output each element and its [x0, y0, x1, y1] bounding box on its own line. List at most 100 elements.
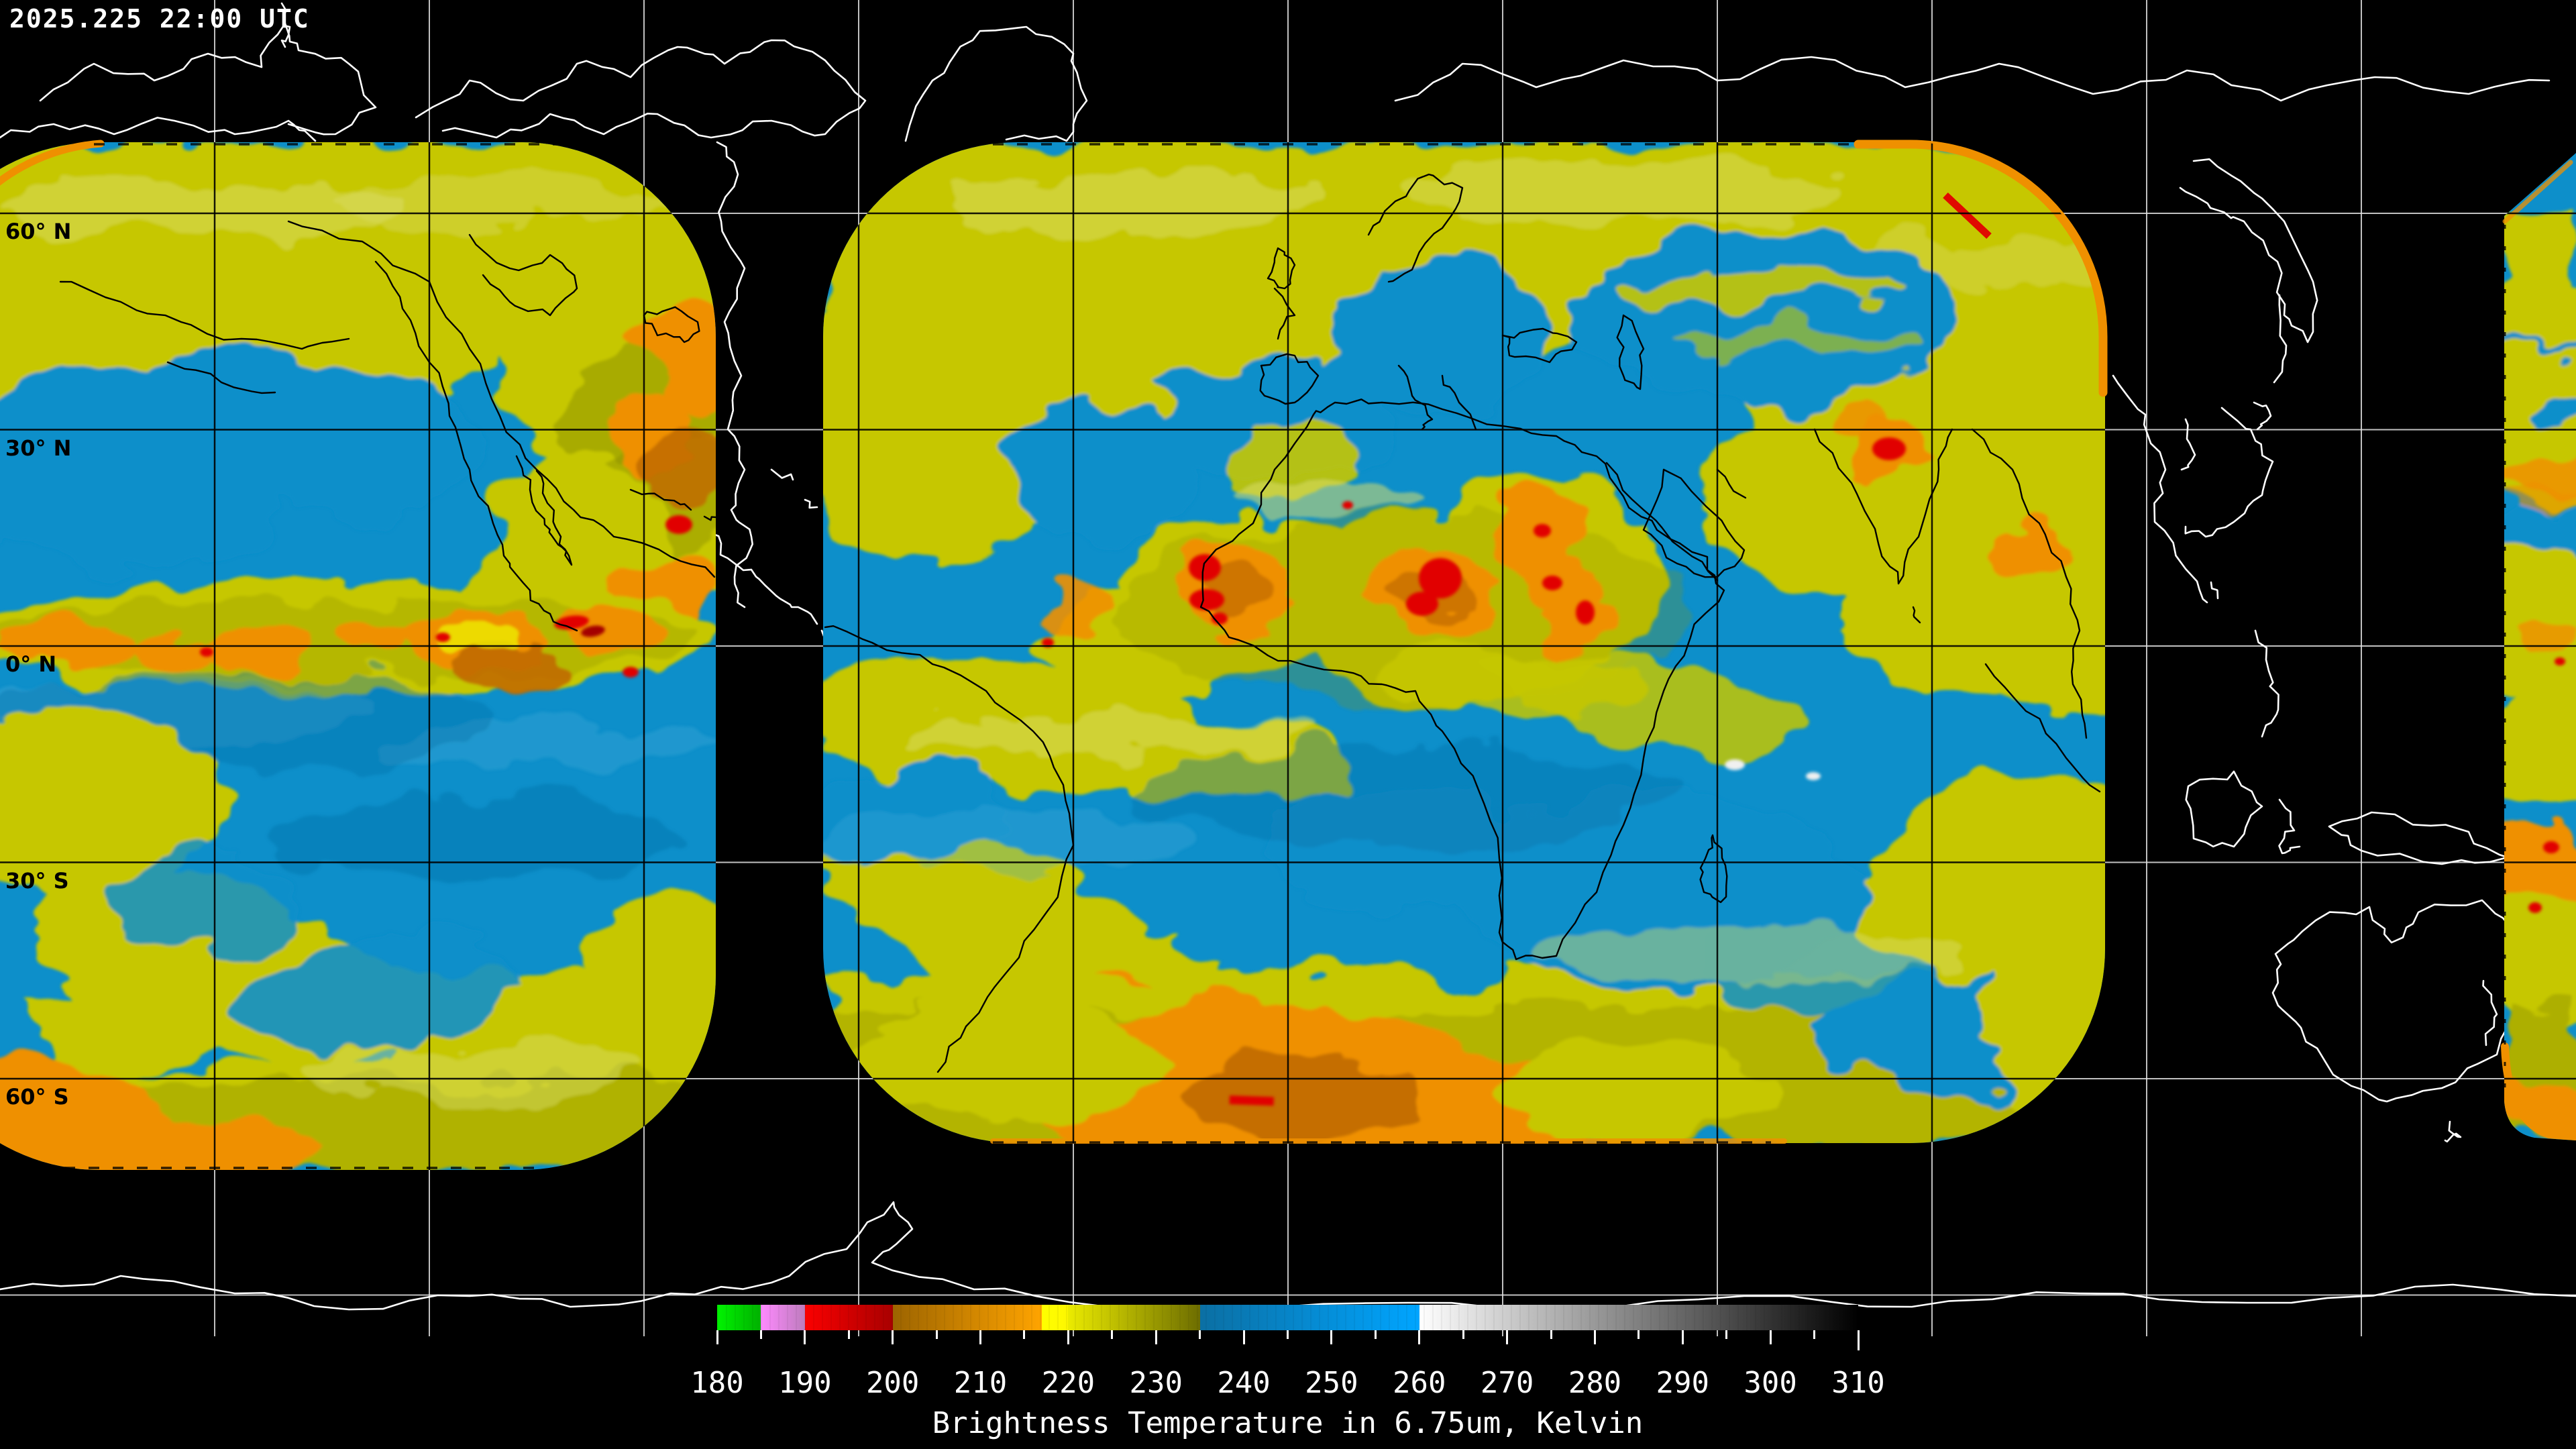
map-graphic [0, 181, 402, 235]
coastline [1394, 56, 2551, 102]
coastline [904, 25, 1088, 142]
map-graphic [2037, 396, 2105, 637]
map-graphic [1212, 612, 1228, 625]
map-graphic [2504, 453, 2576, 488]
map-graphic [1409, 161, 1838, 221]
map-graphic [639, 436, 716, 496]
map-graphic [1576, 225, 1952, 406]
map-graphic [1189, 589, 1224, 610]
map-graphic [464, 639, 558, 692]
timestamp: 2025.225 22:00 UTC [9, 4, 310, 34]
coastline [415, 39, 867, 139]
swath-edge-dashes [40, 143, 2506, 1169]
map-graphic [1986, 518, 2082, 585]
map-graphic [1684, 325, 1925, 352]
map-graphic [0, 704, 221, 906]
coastline [804, 498, 818, 509]
coastline [1501, 327, 1578, 364]
map-graphic [2501, 1042, 2576, 1140]
map-graphic [1010, 406, 1197, 540]
map-graphic [242, 930, 509, 1053]
map-graphic [1406, 592, 1438, 616]
coastline [1642, 468, 1746, 578]
map-graphic [1806, 772, 1821, 780]
map-graphic [662, 339, 716, 419]
map-graphic [1534, 524, 1551, 537]
coastline [0, 117, 317, 142]
map-graphic [823, 805, 1194, 872]
coastline [1616, 314, 1645, 390]
coastline [2273, 294, 2288, 384]
map-graphic [0, 369, 295, 570]
coastline [2254, 629, 2279, 738]
map-graphic [1493, 1044, 1774, 1143]
map-graphic [0, 140, 105, 186]
map-graphic [1042, 638, 1054, 647]
coastline [1273, 287, 1296, 340]
map-graphic [2528, 902, 2542, 913]
map-graphic [1725, 759, 1745, 770]
map-graphic [1610, 274, 1905, 306]
map-graphic [1189, 554, 1221, 581]
center-satellite-swath [823, 142, 2105, 1143]
map-graphic [2504, 213, 2576, 1134]
latitude-label: 0° N [5, 651, 57, 677]
map-graphic [1419, 558, 1462, 598]
map-graphic [295, 1048, 644, 1099]
map-graphic [1342, 501, 1353, 509]
coastline [2185, 770, 2263, 848]
map-graphic [1191, 1061, 1419, 1142]
map-graphic [1529, 928, 1959, 984]
latitude-label: 60° N [5, 219, 72, 244]
map-graphic [906, 718, 1308, 758]
map-graphic [2529, 392, 2576, 429]
coastline [2112, 374, 2208, 604]
coastline [643, 306, 700, 343]
map-graphic [2504, 285, 2576, 359]
swath-limb-rim [0, 140, 2576, 1144]
coastline [1259, 353, 1320, 405]
map-graphic [823, 142, 2105, 1143]
map-graphic [117, 634, 225, 674]
map-graphic [1872, 437, 1906, 460]
west-satellite-swath [0, 142, 716, 1170]
coastline [1984, 663, 2101, 793]
map-graphic [554, 615, 589, 630]
coastline [696, 522, 818, 625]
coastline [1267, 247, 1296, 290]
map-graphic [0, 142, 716, 1170]
coastline [2179, 158, 2318, 343]
map-graphic [215, 369, 483, 517]
map-graphic [2504, 550, 2576, 620]
map-graphic [2504, 504, 2576, 558]
coastline [39, 22, 377, 136]
coastline [2278, 798, 2301, 855]
map-graphic [268, 798, 671, 879]
coastline [2328, 811, 2509, 865]
coastline [2482, 979, 2498, 1046]
coastline [2184, 407, 2274, 538]
map-graphic [2502, 160, 2573, 224]
map-graphic [101, 855, 302, 949]
map-graphic [200, 647, 213, 657]
latitude-label: 30° S [5, 867, 69, 894]
map-graphic [1542, 576, 1562, 590]
coastline [515, 455, 573, 566]
map-graphic [2504, 480, 2576, 506]
coastline [0, 1201, 2576, 1315]
map-graphic [2504, 682, 2576, 800]
coastline [716, 141, 753, 608]
coastline [1699, 834, 1728, 904]
east-satellite-swath-sliver [2504, 153, 2576, 1140]
map-graphic [623, 667, 639, 678]
coastline [824, 625, 1075, 1073]
latitude-label: 30° N [5, 435, 72, 461]
latitude-label: 60° S [5, 1084, 69, 1110]
coastline [1813, 428, 1953, 585]
map-graphic [1969, 587, 2105, 721]
map-graphic [1479, 648, 1821, 754]
coastline [59, 280, 350, 350]
coastlines-black [59, 173, 2101, 1073]
